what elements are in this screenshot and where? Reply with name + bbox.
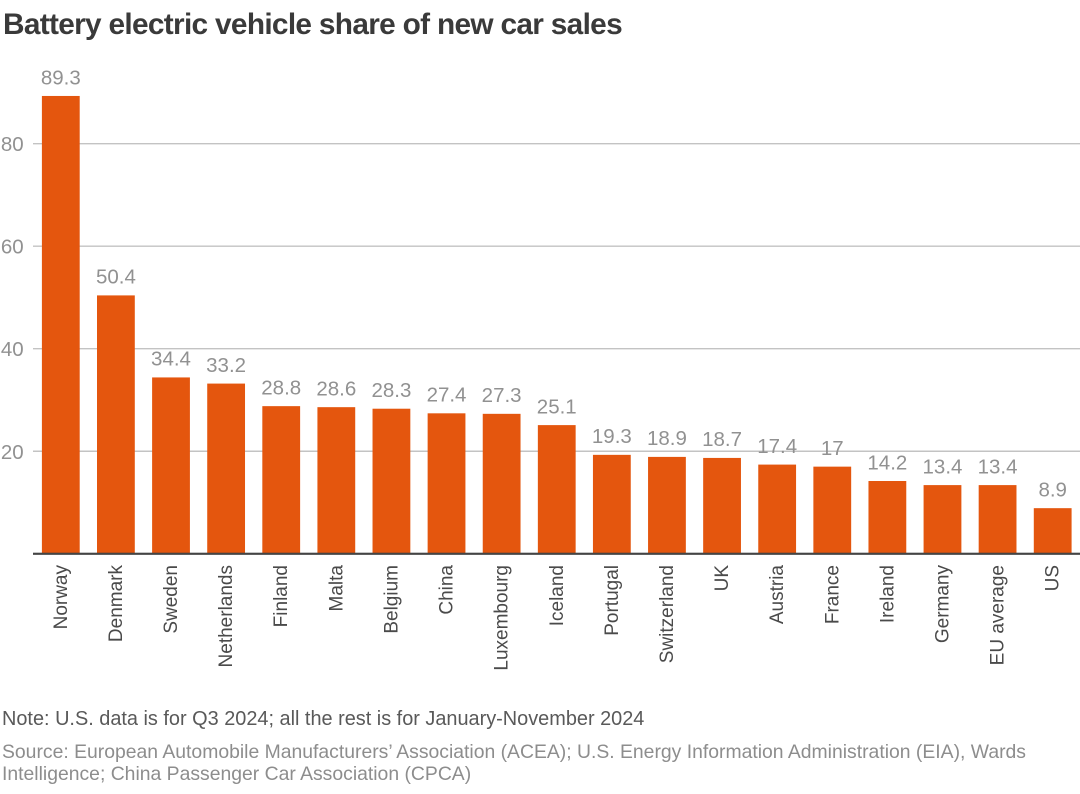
svg-text:Ireland: Ireland xyxy=(877,565,898,623)
svg-text:28.8: 28.8 xyxy=(261,376,301,399)
svg-text:14.2: 14.2 xyxy=(867,451,907,474)
svg-text:Note: U.S. data is for Q3 2024: Note: U.S. data is for Q3 2024; all the … xyxy=(2,708,644,730)
svg-text:China: China xyxy=(437,565,458,615)
svg-text:Portugal: Portugal xyxy=(602,565,623,636)
svg-text:60: 60 xyxy=(1,236,24,259)
svg-text:27.4: 27.4 xyxy=(427,384,467,407)
svg-text:UK: UK xyxy=(712,565,733,592)
svg-text:Intelligence; China Passenger: Intelligence; China Passenger Car Associ… xyxy=(2,763,471,785)
svg-text:Austria: Austria xyxy=(767,565,788,625)
svg-text:Luxembourg: Luxembourg xyxy=(492,565,513,671)
svg-text:20: 20 xyxy=(1,441,24,464)
svg-text:Sweden: Sweden xyxy=(161,565,182,634)
svg-text:50.4: 50.4 xyxy=(96,266,136,289)
svg-text:8.9: 8.9 xyxy=(1038,478,1067,501)
svg-text:80: 80 xyxy=(1,133,24,156)
svg-text:33.2: 33.2 xyxy=(206,354,246,377)
svg-text:France: France xyxy=(822,565,843,624)
svg-text:Iceland: Iceland xyxy=(547,565,568,626)
svg-text:25.1: 25.1 xyxy=(537,395,577,418)
svg-text:34.4: 34.4 xyxy=(151,348,191,371)
svg-text:28.6: 28.6 xyxy=(316,377,356,400)
svg-text:17: 17 xyxy=(821,437,844,460)
svg-text:Belgium: Belgium xyxy=(381,565,402,634)
svg-text:89.3: 89.3 xyxy=(41,66,81,89)
svg-text:Battery electric vehicle share: Battery electric vehicle share of new ca… xyxy=(3,8,622,41)
svg-text:17.4: 17.4 xyxy=(757,435,797,458)
svg-text:Switzerland: Switzerland xyxy=(657,565,678,663)
svg-text:18.9: 18.9 xyxy=(647,427,687,450)
svg-text:13.4: 13.4 xyxy=(923,455,963,478)
svg-text:27.3: 27.3 xyxy=(482,384,522,407)
svg-text:US: US xyxy=(1043,565,1064,591)
svg-text:18.7: 18.7 xyxy=(702,428,742,451)
svg-text:Norway: Norway xyxy=(51,565,72,630)
svg-text:EU average: EU average xyxy=(988,565,1009,665)
svg-text:Source: European Automobile Ma: Source: European Automobile Manufacturer… xyxy=(2,741,1026,763)
svg-text:19.3: 19.3 xyxy=(592,425,632,448)
svg-text:Denmark: Denmark xyxy=(106,565,127,643)
svg-text:13.4: 13.4 xyxy=(978,455,1018,478)
svg-text:Finland: Finland xyxy=(271,565,292,627)
svg-text:Malta: Malta xyxy=(326,565,347,612)
svg-text:Germany: Germany xyxy=(932,565,953,644)
svg-text:Netherlands: Netherlands xyxy=(216,565,237,667)
svg-text:28.3: 28.3 xyxy=(371,379,411,402)
svg-text:40: 40 xyxy=(1,338,24,361)
